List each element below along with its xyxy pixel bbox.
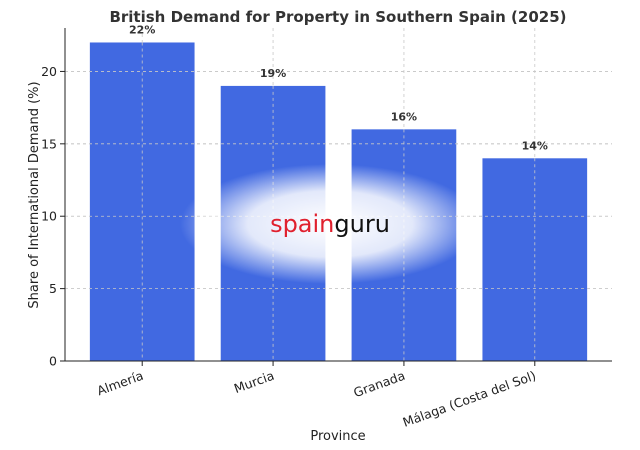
y-axis-label: Share of International Demand (%) <box>27 81 42 308</box>
data-label: 14% <box>522 139 548 152</box>
y-tick-label: 0 <box>49 354 57 369</box>
chart-title: British Demand for Property in Southern … <box>109 8 566 26</box>
x-tick-label: Málaga (Costa del Sol) <box>401 368 538 430</box>
watermark-glow <box>180 164 480 284</box>
y-tick-label: 15 <box>41 136 57 151</box>
data-label: 16% <box>391 110 417 123</box>
watermark-text-spain: spain <box>270 210 334 238</box>
data-labels: 22% 19% 16% 14% <box>129 23 548 152</box>
axes <box>64 28 612 362</box>
watermark: spainguru <box>180 164 480 284</box>
y-tick-label: 20 <box>41 64 57 79</box>
data-label: 22% <box>129 23 155 36</box>
y-tick-label: 5 <box>49 281 57 296</box>
x-axis-label: Province <box>310 429 365 444</box>
x-tick-label: Almería <box>95 368 145 399</box>
watermark-text-guru: guru <box>334 210 390 238</box>
y-ticks: 0 5 10 15 20 <box>41 64 65 369</box>
x-tick-label: Granada <box>351 368 407 400</box>
data-label: 19% <box>260 67 286 80</box>
x-tick-label: Murcia <box>232 368 276 396</box>
watermark-logo: spainguru <box>270 210 390 238</box>
y-tick-label: 10 <box>41 209 57 224</box>
